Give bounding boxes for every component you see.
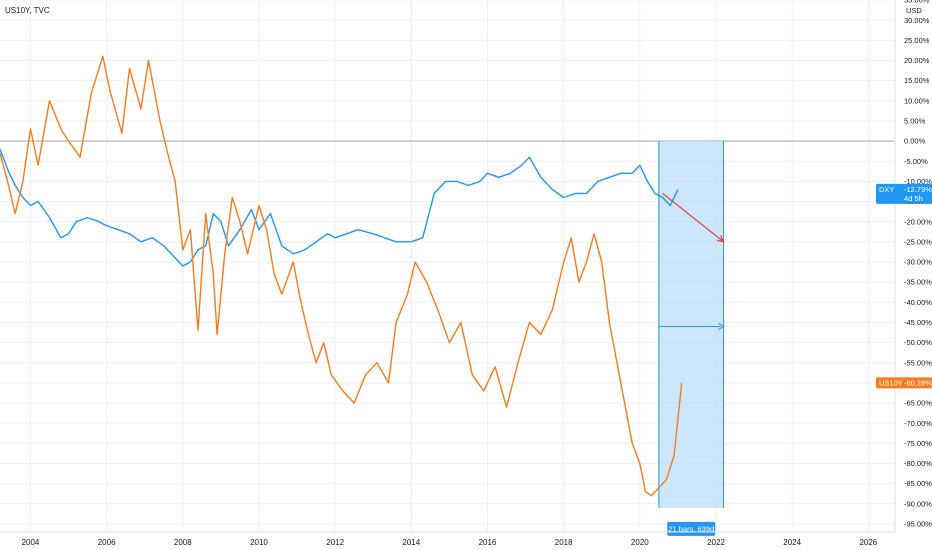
y-tick-label: -30.00% [904,258,932,267]
series-lines [0,55,683,497]
x-tick-label: 2008 [174,538,192,547]
x-tick-label: 2016 [479,538,497,547]
range-arrowhead [718,323,725,330]
x-tick-label: 2004 [22,538,40,547]
y-tick-label: -40.00% [904,298,932,307]
y-tick-label: 35.00% [904,0,930,5]
y-tick-label: -45.00% [904,318,932,327]
x-tick-label: 2026 [859,538,877,547]
price-badge-symbol: DXY [879,185,894,194]
y-tick-label: -85.00% [904,479,932,488]
x-tick-label: 2018 [555,538,573,547]
series-line-dxy [0,148,679,267]
symbol-title: US10Y, TVC [5,6,50,15]
y-tick-label: -55.00% [904,358,932,367]
series-line-us10y [0,55,683,497]
range-label: 21 bars, 639d [668,525,714,534]
y-tick-label: -70.00% [904,419,932,428]
price-badges: DXY -12.79%4d 5h US10Y -60.28% [876,183,932,389]
price-badge-value: -60.28% [904,378,932,387]
y-tick-label: 20.00% [904,56,930,65]
y-tick-label: -80.00% [904,459,932,468]
y-tick-label: -50.00% [904,338,932,347]
y-tick-label: 25.00% [904,36,930,45]
y-tick-label: 0.00% [904,137,926,146]
x-tick-label: 2012 [326,538,344,547]
date-range-measure[interactable]: 21 bars, 639d [658,141,725,536]
trend-arrow[interactable] [662,192,725,243]
y-tick-label: -20.00% [904,217,932,226]
grid-lines [0,0,895,532]
y-tick-label: -35.00% [904,278,932,287]
x-tick-label: 2006 [98,538,116,547]
y-tick-label: -10.00% [904,177,932,186]
y-axis[interactable]: 35.00% 30.00% 25.00% 20.00% 15.00% 10.00% 5.00… [904,0,932,529]
y-tick-label: -65.00% [904,399,932,408]
trend-arrow-line [662,192,724,243]
x-tick-label: 2010 [250,538,268,547]
y-tick-label: 15.00% [904,76,930,85]
y-unit-label: USD [906,6,922,15]
price-badge-us10y [876,377,932,389]
y-tick-label: -25.00% [904,237,932,246]
price-badge-countdown: 4d 5h [904,194,923,203]
x-axis[interactable]: 2004 2006 2008 2010 2012 2014 2016 2018 2020 2022… [22,538,878,547]
range-box [658,141,724,508]
y-tick-label: 5.00% [904,117,926,126]
price-badge-dxy [876,183,932,204]
y-tick-label: 10.00% [904,96,930,105]
y-tick-label: -75.00% [904,439,932,448]
y-tick-label: -95.00% [904,520,932,529]
price-badge-value: -12.79% [904,185,932,194]
x-tick-label: 2024 [783,538,801,547]
price-badge-symbol: US10Y [879,378,903,387]
x-tick-label: 2014 [402,538,420,547]
y-tick-label: -5.00% [904,157,928,166]
x-tick-label: 2022 [707,538,725,547]
trend-arrowhead [716,235,725,243]
y-tick-label: 30.00% [904,16,930,25]
x-tick-label: 2020 [631,538,649,547]
y-tick-label: -90.00% [904,499,932,508]
